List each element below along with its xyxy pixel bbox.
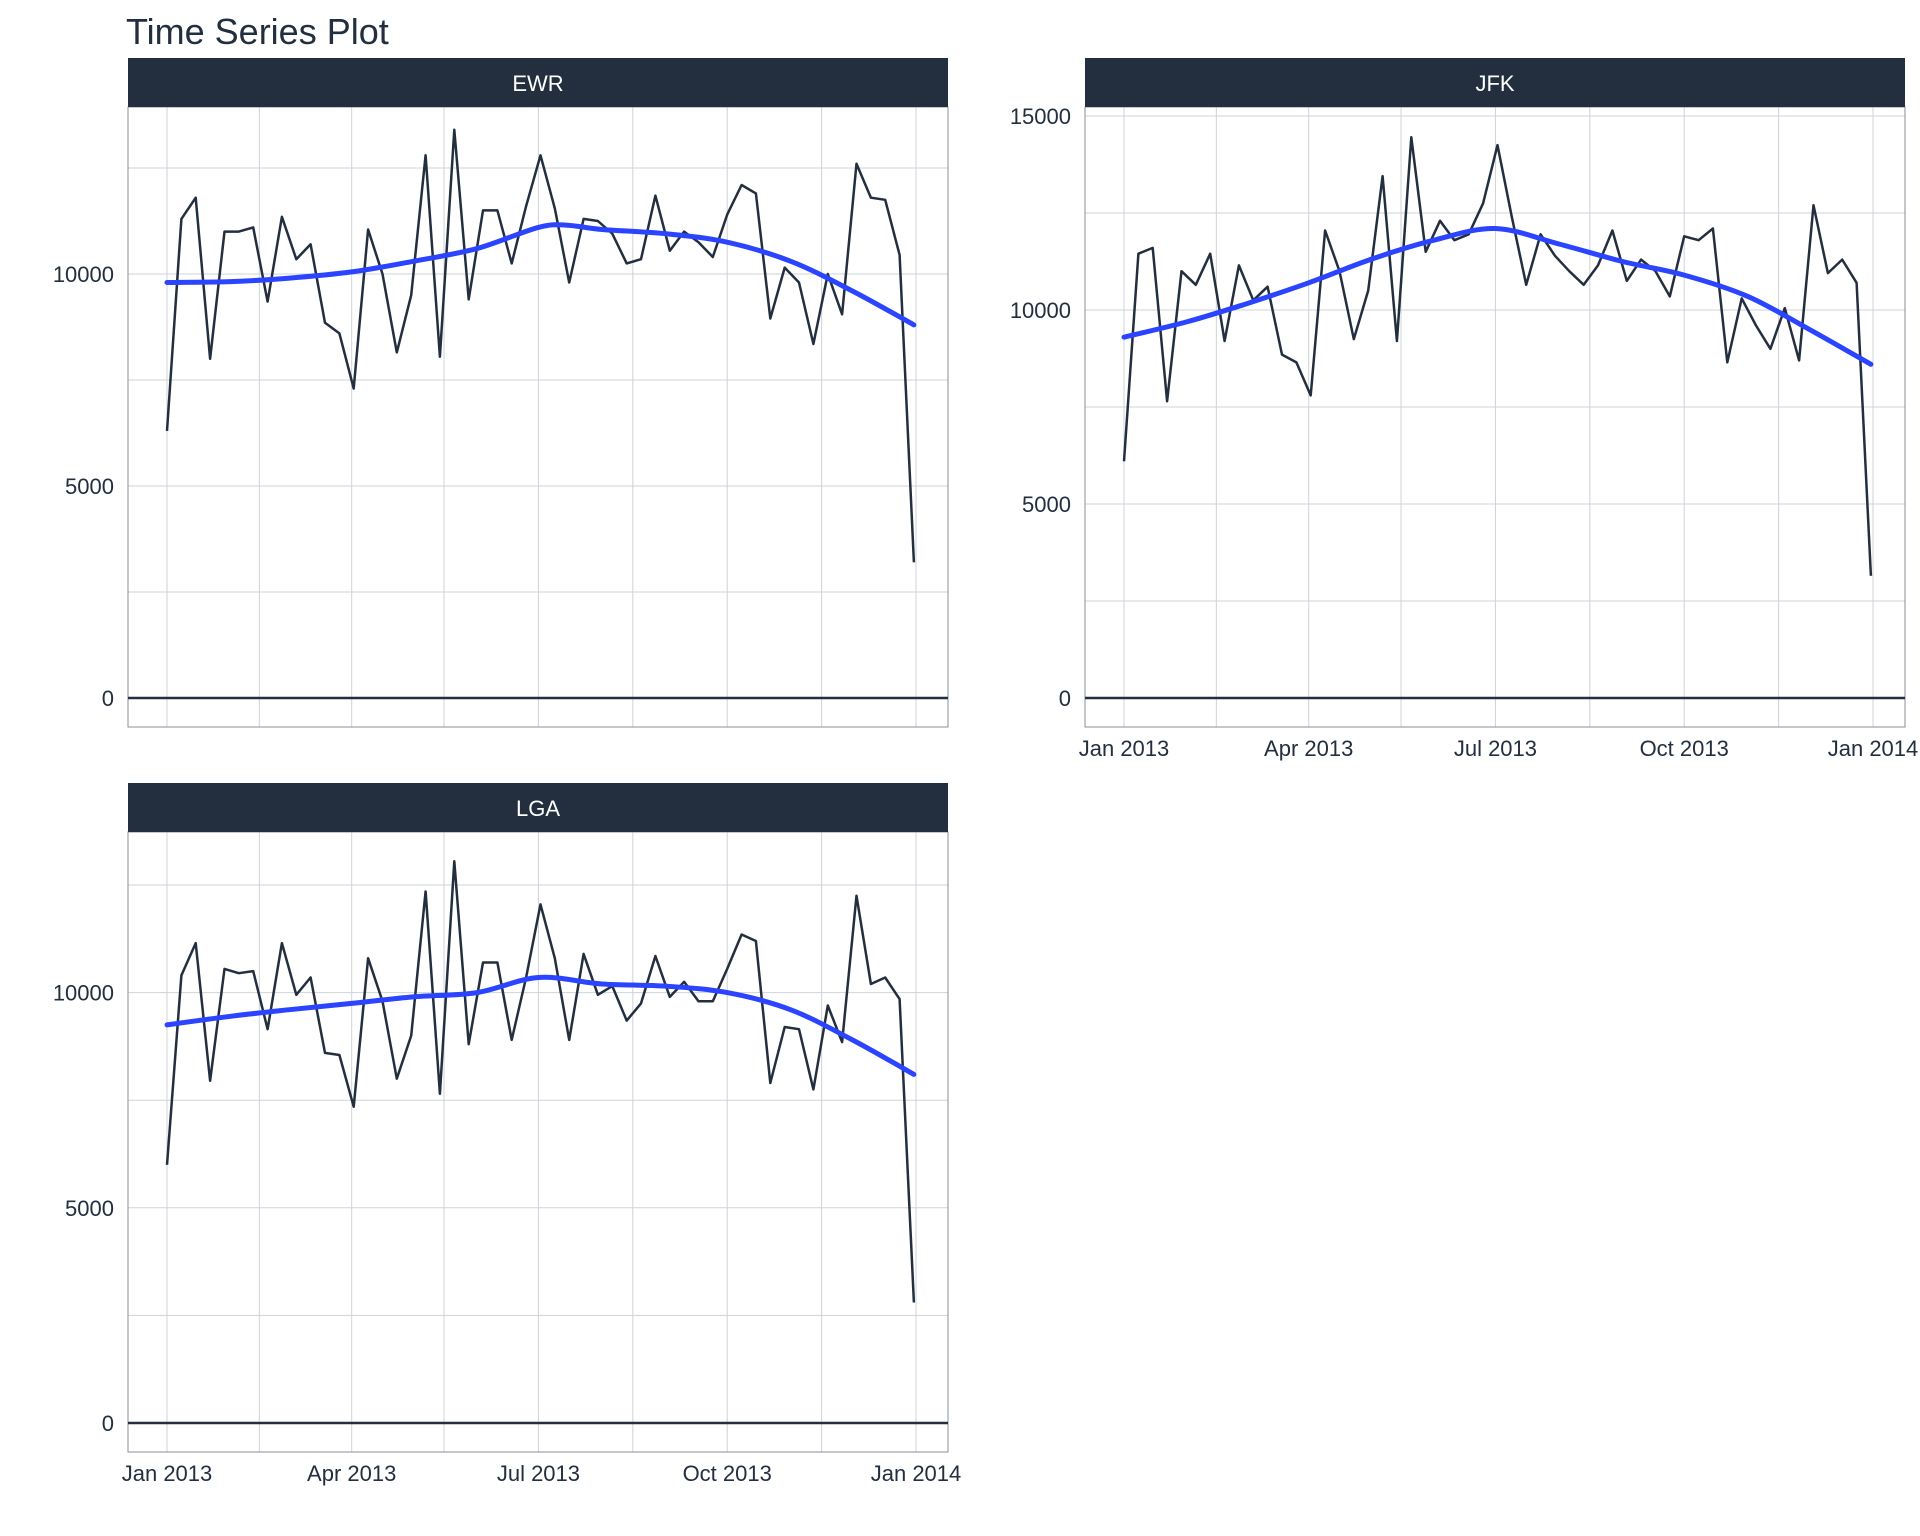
x-tick-label: Jan 2013 — [122, 1461, 213, 1486]
x-tick-label: Jul 2013 — [1454, 736, 1537, 761]
smooth-trend-line — [1121, 225, 1874, 367]
x-tick-label: Oct 2013 — [1640, 736, 1729, 761]
series-line — [165, 128, 916, 563]
facet-strip — [1085, 58, 1905, 107]
series-line — [165, 860, 916, 1303]
x-tick-label: Jul 2013 — [497, 1461, 580, 1486]
series-line — [1122, 136, 1873, 576]
facet-strip-label: JFK — [1475, 71, 1514, 96]
smooth-trend-line — [164, 974, 917, 1077]
y-tick-label: 15000 — [1010, 104, 1071, 129]
x-tick-label: Oct 2013 — [683, 1461, 772, 1486]
facet-strip — [128, 58, 948, 107]
y-tick-label: 0 — [102, 1411, 114, 1436]
facet-panel-lga: LGA 0 5000 10000 Jan 2013 Apr 2013 Jul 2013 Oct… — [53, 783, 961, 1486]
y-tick-label: 0 — [1059, 686, 1071, 711]
y-tick-label: 5000 — [65, 1196, 114, 1221]
y-tick-label: 10000 — [1010, 298, 1071, 323]
x-tick-label: Jan 2014 — [871, 1461, 962, 1486]
chart-title: Time Series Plot — [126, 11, 389, 52]
x-tick-label: Jan 2013 — [1079, 736, 1170, 761]
smooth-trend-line — [164, 222, 917, 328]
y-tick-label: 0 — [102, 686, 114, 711]
facet-panel-jfk: JFK 0 5000 10000 15000 Jan 2013 Apr 2013 Jul 20… — [1010, 58, 1918, 761]
facet-strip-label: EWR — [512, 71, 563, 96]
y-tick-label: 5000 — [1022, 492, 1071, 517]
x-tick-label: Apr 2013 — [307, 1461, 396, 1486]
facet-strip — [128, 783, 948, 832]
y-tick-label: 5000 — [65, 474, 114, 499]
x-tick-label: Apr 2013 — [1264, 736, 1353, 761]
facet-strip-label: LGA — [516, 796, 560, 821]
y-tick-label: 10000 — [53, 262, 114, 287]
x-tick-label: Jan 2014 — [1828, 736, 1919, 761]
y-tick-label: 10000 — [53, 981, 114, 1006]
facet-panel-ewr: EWR 0 5000 10000 — [53, 58, 949, 728]
